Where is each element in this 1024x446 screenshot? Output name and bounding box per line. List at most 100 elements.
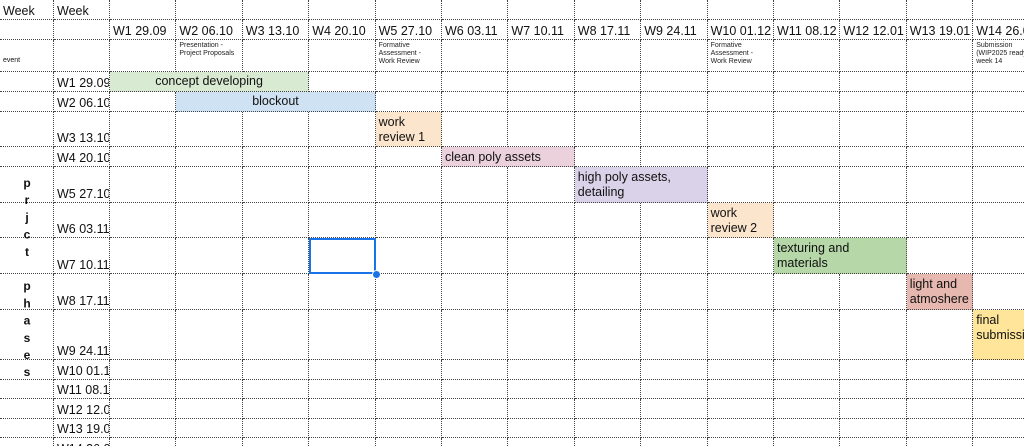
cell[interactable]	[508, 419, 575, 438]
cell[interactable]	[309, 72, 376, 92]
cell[interactable]	[973, 40, 1024, 72]
cell[interactable]	[774, 72, 841, 92]
cell[interactable]	[309, 419, 376, 438]
cell[interactable]	[176, 399, 243, 419]
cell[interactable]	[0, 310, 54, 360]
cell[interactable]	[774, 419, 841, 438]
row-label[interactable]: W1 29.09	[54, 72, 110, 92]
cell[interactable]	[641, 360, 708, 380]
cell[interactable]	[574, 40, 642, 72]
week-column-header[interactable]: W5 27.10	[375, 20, 442, 40]
cell[interactable]	[442, 310, 509, 360]
cell[interactable]	[906, 147, 974, 167]
cell[interactable]	[641, 238, 708, 274]
cell[interactable]	[574, 380, 642, 399]
cell[interactable]	[641, 147, 708, 167]
cell[interactable]	[375, 274, 442, 310]
cell[interactable]	[442, 380, 509, 399]
cell[interactable]	[574, 310, 642, 360]
cell[interactable]	[375, 360, 442, 380]
cell[interactable]	[309, 40, 376, 72]
cell[interactable]	[973, 238, 1024, 274]
cell[interactable]	[375, 419, 442, 438]
cell[interactable]	[774, 167, 841, 203]
cell[interactable]	[176, 203, 243, 238]
cell[interactable]	[0, 167, 54, 203]
cell[interactable]	[906, 380, 974, 399]
cell[interactable]	[973, 419, 1024, 438]
phase-block[interactable]: concept developing	[110, 72, 310, 92]
cell[interactable]	[309, 399, 376, 419]
cell[interactable]	[707, 112, 774, 147]
cell[interactable]	[176, 310, 243, 360]
cell[interactable]	[110, 238, 177, 274]
row-label[interactable]: W2 06.10	[54, 92, 110, 112]
cell[interactable]	[973, 0, 1024, 20]
cell[interactable]	[309, 203, 376, 238]
cell[interactable]	[508, 92, 575, 112]
cell[interactable]	[110, 419, 177, 438]
cell[interactable]	[707, 399, 774, 419]
cell[interactable]	[442, 72, 509, 92]
cell[interactable]	[707, 380, 774, 399]
cell[interactable]	[906, 40, 974, 72]
cell[interactable]	[0, 112, 54, 147]
phase-block[interactable]: work review 2	[707, 203, 774, 238]
cell[interactable]	[309, 274, 376, 310]
phase-block[interactable]: high poly assets, detailing	[574, 167, 708, 203]
cell[interactable]	[707, 72, 774, 92]
cell[interactable]	[442, 203, 509, 238]
cell[interactable]	[442, 360, 509, 380]
cell[interactable]	[0, 20, 54, 40]
cell[interactable]	[110, 167, 177, 203]
cell[interactable]	[707, 92, 774, 112]
cell[interactable]	[508, 167, 575, 203]
cell[interactable]	[376, 438, 442, 446]
cell[interactable]	[176, 0, 243, 20]
cell[interactable]	[309, 112, 376, 147]
cell[interactable]	[574, 72, 642, 92]
cell[interactable]	[774, 360, 841, 380]
cell[interactable]	[242, 0, 310, 20]
cell[interactable]	[906, 167, 974, 203]
cell[interactable]	[574, 419, 642, 438]
cell[interactable]	[906, 203, 974, 238]
cell[interactable]	[176, 438, 243, 446]
row-label[interactable]: W5 27.10	[54, 167, 110, 203]
cell[interactable]	[774, 0, 841, 20]
cell[interactable]	[375, 238, 442, 274]
cell[interactable]	[840, 72, 907, 92]
cell[interactable]	[774, 310, 841, 360]
cell[interactable]	[508, 274, 575, 310]
cell[interactable]	[176, 360, 243, 380]
cell[interactable]	[574, 360, 642, 380]
cell[interactable]	[641, 274, 708, 310]
cell[interactable]	[508, 40, 575, 72]
cell[interactable]	[840, 167, 907, 203]
cell[interactable]	[242, 360, 310, 380]
cell[interactable]	[375, 203, 442, 238]
cell[interactable]	[574, 0, 642, 20]
cell[interactable]	[708, 438, 774, 446]
cell[interactable]	[508, 310, 575, 360]
cell[interactable]	[110, 0, 177, 20]
cell[interactable]	[641, 92, 708, 112]
cell[interactable]	[774, 92, 841, 112]
cell[interactable]	[110, 274, 177, 310]
cell[interactable]	[641, 380, 708, 399]
cell[interactable]	[242, 147, 310, 167]
cell[interactable]	[840, 112, 907, 147]
cell[interactable]	[442, 399, 509, 419]
cell[interactable]	[840, 419, 907, 438]
week-column-header[interactable]: W2 06.10	[176, 20, 243, 40]
cell[interactable]	[840, 438, 907, 446]
cell[interactable]	[508, 112, 575, 147]
cell[interactable]	[309, 438, 376, 446]
cell[interactable]	[442, 438, 509, 446]
cell[interactable]	[508, 360, 575, 380]
cell[interactable]	[375, 380, 442, 399]
phase-block[interactable]: work review 1	[375, 112, 442, 147]
cell[interactable]	[906, 310, 974, 360]
fill-handle[interactable]	[371, 270, 381, 279]
cell[interactable]	[442, 167, 509, 203]
